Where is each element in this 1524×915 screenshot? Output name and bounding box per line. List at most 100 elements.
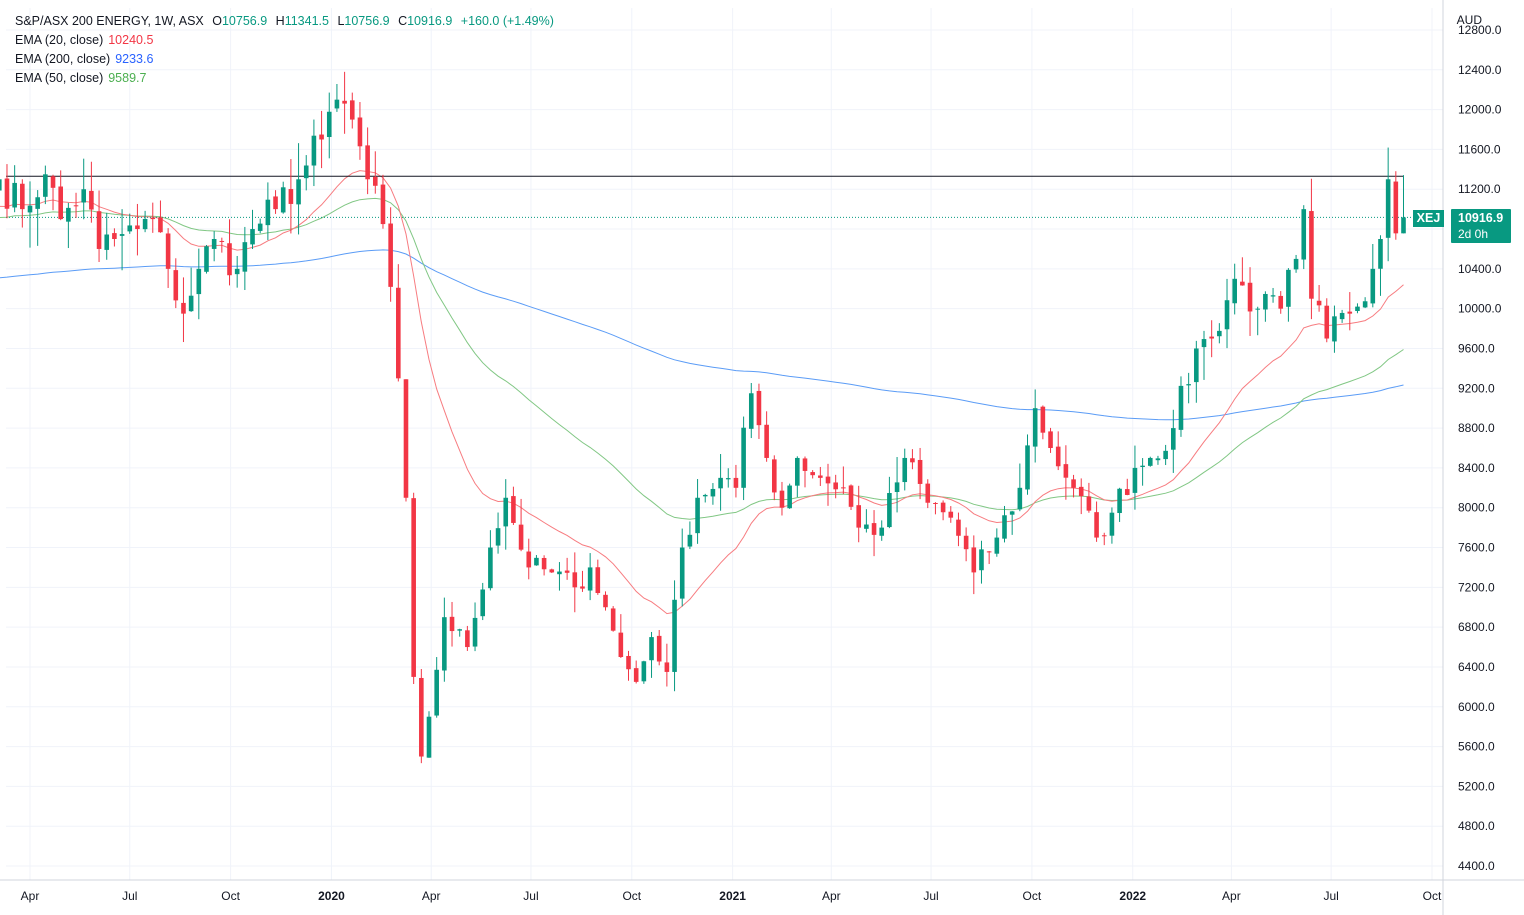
- candle[interactable]: [917, 447, 923, 500]
- candle[interactable]: [971, 535, 977, 595]
- candle[interactable]: [672, 580, 677, 692]
- candle[interactable]: [610, 606, 616, 632]
- candle[interactable]: [580, 570, 585, 592]
- ema20-legend[interactable]: EMA (20, close) 10240.5: [15, 31, 559, 50]
- candle[interactable]: [119, 209, 125, 271]
- candle[interactable]: [135, 203, 140, 256]
- candle[interactable]: [1263, 291, 1268, 322]
- candle[interactable]: [388, 207, 393, 302]
- candle[interactable]: [1186, 372, 1191, 404]
- candle[interactable]: [1002, 505, 1007, 543]
- candle[interactable]: [1278, 291, 1284, 314]
- candle[interactable]: [257, 218, 263, 234]
- candle[interactable]: [472, 602, 478, 652]
- candle[interactable]: [1147, 456, 1153, 467]
- candle[interactable]: [1086, 482, 1092, 513]
- candle[interactable]: [12, 165, 17, 213]
- candle[interactable]: [1101, 532, 1107, 546]
- candle[interactable]: [457, 628, 462, 637]
- candle[interactable]: [733, 464, 739, 498]
- candle[interactable]: [495, 512, 501, 554]
- candle[interactable]: [365, 127, 370, 195]
- candle[interactable]: [710, 483, 716, 505]
- candle[interactable]: [411, 492, 416, 684]
- candle[interactable]: [158, 200, 163, 233]
- candle[interactable]: [1040, 405, 1046, 440]
- candle[interactable]: [380, 174, 386, 229]
- candle[interactable]: [1362, 297, 1368, 309]
- candle[interactable]: [864, 509, 869, 533]
- candle[interactable]: [1401, 175, 1406, 234]
- candle[interactable]: [434, 657, 439, 718]
- candle[interactable]: [1232, 263, 1237, 315]
- candle[interactable]: [227, 219, 232, 286]
- candle[interactable]: [557, 562, 562, 591]
- candle[interactable]: [1339, 309, 1345, 323]
- ema200-line[interactable]: [0, 249, 1404, 421]
- candle[interactable]: [956, 512, 961, 547]
- candle[interactable]: [334, 83, 340, 112]
- candle[interactable]: [833, 474, 838, 499]
- candle[interactable]: [1370, 243, 1376, 308]
- candle[interactable]: [549, 568, 555, 573]
- candle[interactable]: [756, 383, 762, 439]
- candle[interactable]: [188, 267, 194, 312]
- candle[interactable]: [848, 484, 854, 511]
- candle[interactable]: [1347, 292, 1353, 331]
- candle[interactable]: [948, 506, 954, 523]
- candle[interactable]: [1209, 320, 1214, 358]
- candle[interactable]: [1293, 254, 1299, 273]
- candle[interactable]: [933, 502, 938, 515]
- candle[interactable]: [1240, 257, 1245, 286]
- candle[interactable]: [979, 540, 984, 584]
- candle[interactable]: [181, 277, 186, 343]
- candle[interactable]: [1063, 445, 1069, 500]
- candle[interactable]: [419, 669, 424, 764]
- candle[interactable]: [641, 660, 647, 684]
- candle[interactable]: [211, 231, 217, 262]
- candle[interactable]: [396, 264, 401, 382]
- candle[interactable]: [725, 468, 731, 488]
- candle[interactable]: [771, 455, 777, 501]
- candle[interactable]: [818, 466, 823, 486]
- candle[interactable]: [1155, 455, 1161, 465]
- candle[interactable]: [503, 479, 509, 550]
- candle[interactable]: [1286, 268, 1291, 322]
- candle[interactable]: [587, 553, 593, 601]
- candle[interactable]: [342, 71, 347, 134]
- candle[interactable]: [219, 237, 225, 253]
- candle[interactable]: [265, 182, 271, 241]
- candle[interactable]: [50, 174, 56, 211]
- candle[interactable]: [127, 213, 133, 234]
- candle[interactable]: [196, 248, 202, 320]
- candle[interactable]: [940, 500, 946, 521]
- time-axis[interactable]: Apr Jul Oct 2020 Apr Jul Oct 2021 Apr Jul Oct 2022 A…: [21, 889, 1442, 903]
- candle[interactable]: [66, 202, 71, 249]
- candle[interactable]: [273, 190, 278, 214]
- candle[interactable]: [1009, 511, 1015, 535]
- candle[interactable]: [595, 559, 601, 595]
- candle[interactable]: [1017, 463, 1023, 512]
- candle[interactable]: [518, 498, 524, 552]
- candle[interactable]: [242, 226, 248, 291]
- candle[interactable]: [741, 416, 746, 501]
- candle[interactable]: [1055, 431, 1061, 471]
- candle[interactable]: [925, 479, 931, 509]
- candle[interactable]: [534, 555, 539, 566]
- ema50-legend[interactable]: EMA (50, close) 9589.7: [15, 69, 559, 88]
- candle[interactable]: [73, 192, 79, 219]
- candle[interactable]: [35, 190, 40, 246]
- candle[interactable]: [27, 181, 33, 248]
- candle[interactable]: [1163, 444, 1168, 466]
- candle[interactable]: [89, 161, 94, 223]
- candle[interactable]: [841, 466, 846, 495]
- candle[interactable]: [1048, 427, 1053, 453]
- candle[interactable]: [1316, 284, 1322, 312]
- candle[interactable]: [480, 582, 486, 621]
- candle[interactable]: [112, 228, 117, 247]
- candle[interactable]: [702, 493, 708, 503]
- candle[interactable]: [1255, 306, 1261, 336]
- candle[interactable]: [173, 258, 179, 309]
- candle[interactable]: [1217, 323, 1222, 344]
- candle[interactable]: [1393, 171, 1399, 240]
